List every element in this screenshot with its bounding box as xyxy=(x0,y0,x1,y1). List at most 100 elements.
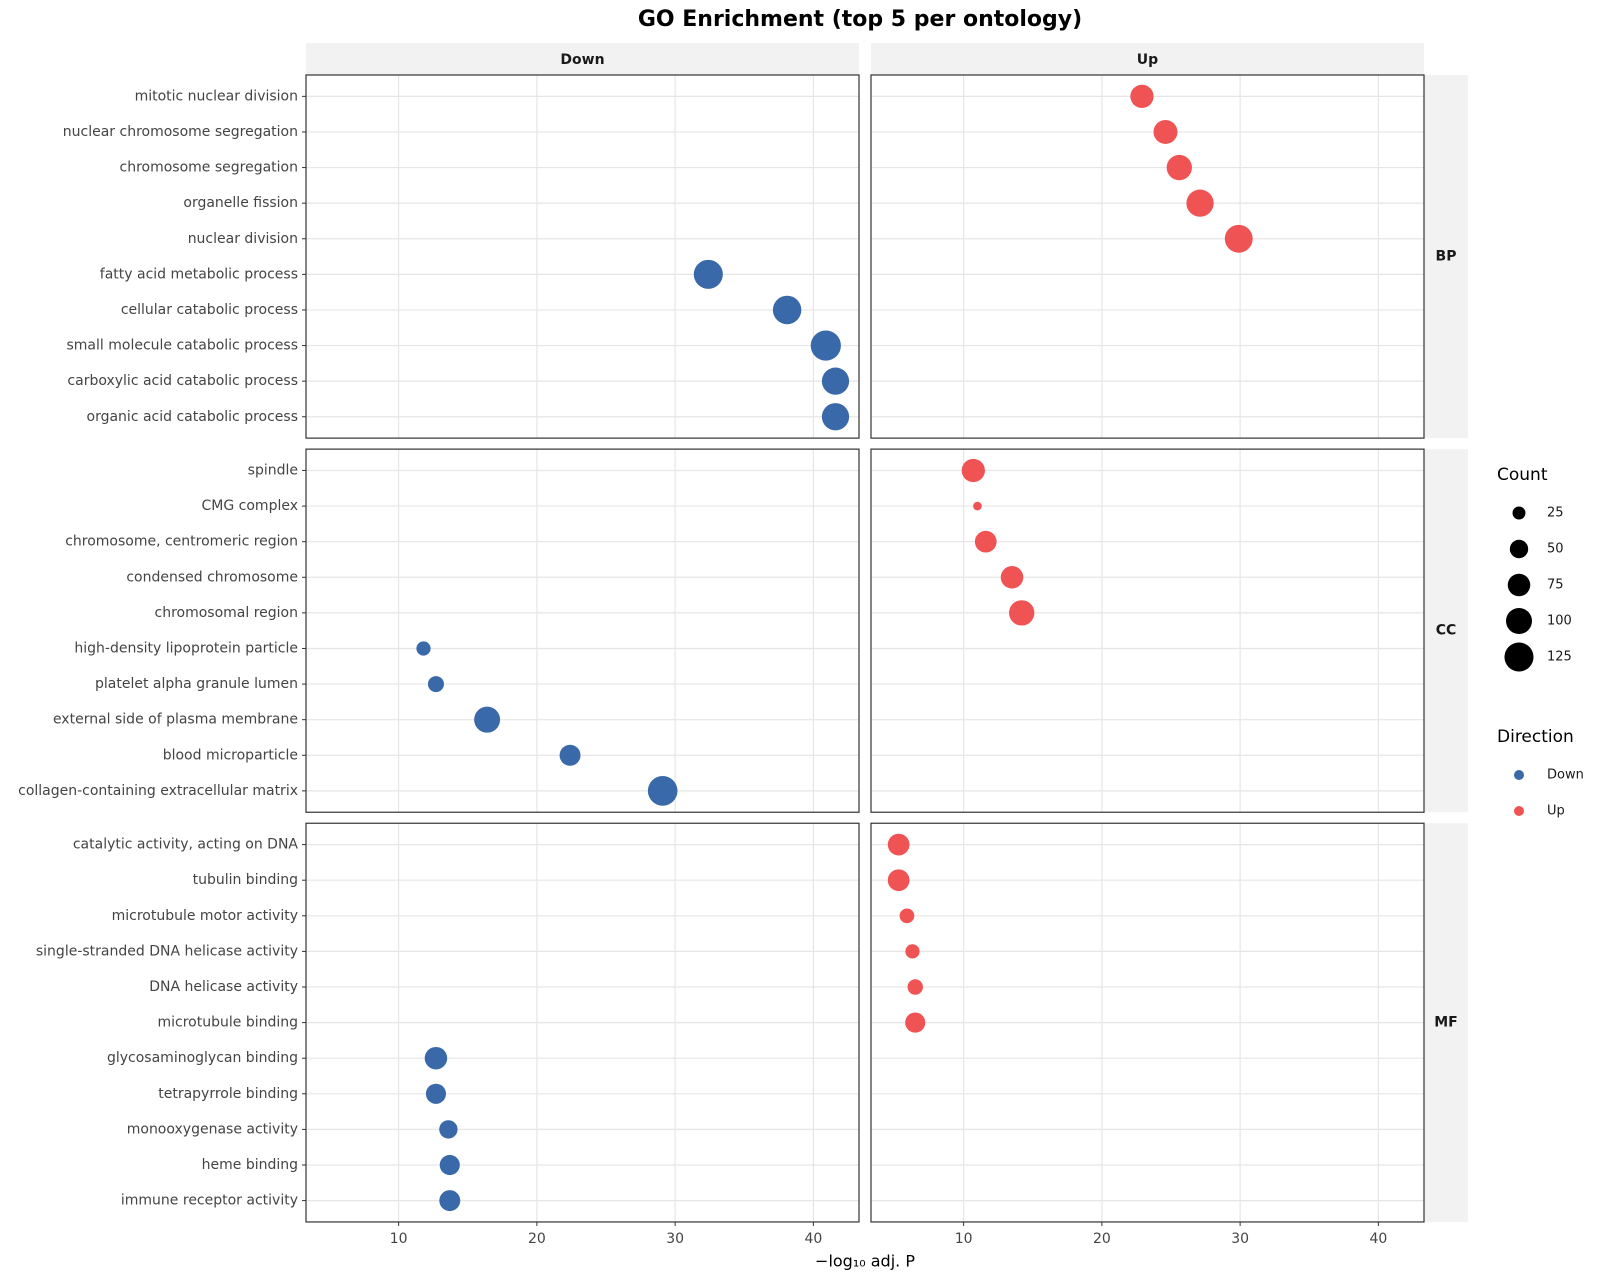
y-tick-label: small molecule catabolic process xyxy=(67,338,299,354)
panel xyxy=(871,449,1424,813)
y-tick-label: high-density lipoprotein particle xyxy=(74,640,298,656)
size-legend-label: 75 xyxy=(1547,578,1564,593)
panel-border xyxy=(305,822,860,1223)
panel-border xyxy=(870,448,1425,813)
dot xyxy=(907,979,923,995)
dot xyxy=(439,1120,458,1139)
facet-strip xyxy=(306,43,859,75)
dot xyxy=(439,1154,460,1176)
facet-strip xyxy=(1424,75,1468,439)
size-legend-key xyxy=(1506,608,1532,634)
facet-strip-label: CC xyxy=(1436,623,1457,639)
y-tick-label: immune receptor activity xyxy=(121,1193,298,1209)
panel xyxy=(306,449,859,813)
x-tick-label: 20 xyxy=(1093,1231,1111,1247)
dot xyxy=(973,501,982,511)
y-tick-label: nuclear division xyxy=(188,231,298,247)
y-tick-label: organic acid catabolic process xyxy=(87,409,298,425)
dot xyxy=(474,706,501,733)
dot xyxy=(416,641,431,656)
color-legend-key xyxy=(1514,806,1524,816)
dot xyxy=(427,676,444,693)
x-tick-label: 20 xyxy=(528,1231,546,1247)
dot xyxy=(821,403,850,431)
y-tick-label: blood microparticle xyxy=(163,747,298,763)
y-tick-label: catalytic activity, acting on DNA xyxy=(73,837,299,853)
dot xyxy=(899,908,915,924)
y-tick-label: chromosome segregation xyxy=(120,160,299,176)
size-legend-key xyxy=(1512,506,1526,520)
dot xyxy=(1000,566,1024,589)
dot xyxy=(693,259,723,289)
facet-strip xyxy=(1424,823,1468,1222)
panel-border xyxy=(305,448,860,813)
panel xyxy=(871,75,1424,439)
color-legend-key xyxy=(1514,770,1524,780)
dot xyxy=(821,367,850,395)
size-legend-label: 25 xyxy=(1547,506,1564,521)
facet-strip xyxy=(1424,449,1468,813)
y-tick-label: external side of plasma membrane xyxy=(53,712,298,728)
facet-strip-label: Up xyxy=(1137,52,1158,68)
size-legend-label: 100 xyxy=(1547,614,1572,629)
dot xyxy=(1186,189,1214,217)
y-tick-label: nuclear chromosome segregation xyxy=(63,124,298,140)
dot xyxy=(647,776,678,806)
size-legend-label: 50 xyxy=(1547,542,1564,557)
color-legend-label: Down xyxy=(1547,768,1584,783)
dot xyxy=(961,458,985,483)
dot xyxy=(1009,600,1035,626)
y-tick-label: glycosaminoglycan binding xyxy=(107,1050,298,1066)
size-legend-key xyxy=(1507,573,1531,597)
y-tick-label: CMG complex xyxy=(202,498,298,514)
facet-strip xyxy=(871,43,1424,75)
y-tick-label: cellular catabolic process xyxy=(121,302,298,318)
dot xyxy=(1224,224,1253,253)
x-tick-label: 40 xyxy=(804,1231,822,1247)
y-tick-label: organelle fission xyxy=(183,195,298,211)
y-tick-label: tetrapyrrole binding xyxy=(158,1086,298,1102)
y-tick-label: microtubule binding xyxy=(158,1015,299,1031)
y-tick-label: heme binding xyxy=(202,1157,298,1173)
dot xyxy=(772,295,802,325)
dot xyxy=(887,869,910,892)
x-tick-label: 10 xyxy=(390,1231,408,1247)
panel xyxy=(306,75,859,439)
dot xyxy=(439,1190,461,1212)
x-tick-label: 40 xyxy=(1369,1231,1387,1247)
y-tick-label: collagen-containing extracellular matrix xyxy=(18,783,298,799)
size-legend-title: Count xyxy=(1497,465,1548,485)
dot xyxy=(810,330,841,361)
dot xyxy=(425,1083,447,1104)
dot xyxy=(905,1012,926,1033)
y-tick-label: mitotic nuclear division xyxy=(135,88,298,104)
color-legend-label: Up xyxy=(1547,804,1565,819)
panel-border xyxy=(870,74,1425,439)
dot xyxy=(559,744,581,766)
dot xyxy=(1130,84,1154,108)
size-legend-label: 125 xyxy=(1547,650,1572,665)
facet-strip-label: Down xyxy=(560,52,604,68)
dot xyxy=(905,944,920,959)
size-legend-key xyxy=(1509,539,1529,559)
size-legend-key xyxy=(1504,642,1534,672)
y-tick-label: chromosome, centromeric region xyxy=(65,534,298,550)
y-tick-label: platelet alpha granule lumen xyxy=(95,676,298,692)
facet-strip-label: BP xyxy=(1436,249,1457,265)
y-tick-label: DNA helicase activity xyxy=(149,979,298,995)
x-tick-label: 30 xyxy=(1231,1231,1249,1247)
color-legend-title: Direction xyxy=(1497,727,1574,747)
x-axis-label: −log₁₀ adj. P xyxy=(815,1252,915,1271)
y-tick-label: tubulin binding xyxy=(193,872,298,888)
y-tick-label: chromosomal region xyxy=(155,605,298,621)
x-tick-label: 30 xyxy=(666,1231,684,1247)
dot xyxy=(424,1046,448,1070)
x-tick-label: 10 xyxy=(955,1231,973,1247)
dot xyxy=(1166,154,1192,181)
chart-title: GO Enrichment (top 5 per ontology) xyxy=(638,7,1082,32)
y-tick-label: monooxygenase activity xyxy=(127,1121,298,1137)
y-tick-label: microtubule motor activity xyxy=(112,908,298,924)
y-tick-label: spindle xyxy=(248,462,298,478)
y-tick-label: single-stranded DNA helicase activity xyxy=(36,943,298,959)
